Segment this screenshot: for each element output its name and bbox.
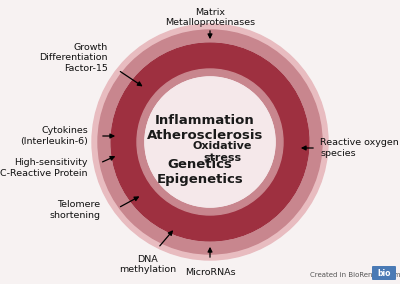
Circle shape xyxy=(92,24,328,260)
Text: Reactive oxygen
species: Reactive oxygen species xyxy=(320,138,399,158)
Text: Cytokines
(Interleukin-6): Cytokines (Interleukin-6) xyxy=(20,126,88,146)
Text: Oxidative
stress: Oxidative stress xyxy=(192,141,252,163)
Text: Matrix
Metalloproteinases: Matrix Metalloproteinases xyxy=(165,8,255,27)
Text: Growth
Differentiation
Factor-15: Growth Differentiation Factor-15 xyxy=(40,43,108,73)
Text: MicroRNAs: MicroRNAs xyxy=(185,268,235,277)
Circle shape xyxy=(111,43,309,241)
Text: Telomere
shortening: Telomere shortening xyxy=(49,200,100,220)
Circle shape xyxy=(137,69,283,215)
FancyBboxPatch shape xyxy=(372,266,396,280)
Circle shape xyxy=(98,30,322,254)
Text: Inflammation
Atherosclerosis: Inflammation Atherosclerosis xyxy=(147,114,263,142)
Text: DNA
methylation: DNA methylation xyxy=(120,255,176,274)
Text: bio: bio xyxy=(377,268,391,277)
Circle shape xyxy=(145,77,275,207)
Text: High-sensitivity
C-Reactive Protein: High-sensitivity C-Reactive Protein xyxy=(0,158,88,178)
Circle shape xyxy=(145,77,275,207)
Circle shape xyxy=(111,43,309,241)
Text: Created in BioRender.com: Created in BioRender.com xyxy=(310,272,400,278)
Text: Genetics
Epigenetics: Genetics Epigenetics xyxy=(157,158,243,186)
